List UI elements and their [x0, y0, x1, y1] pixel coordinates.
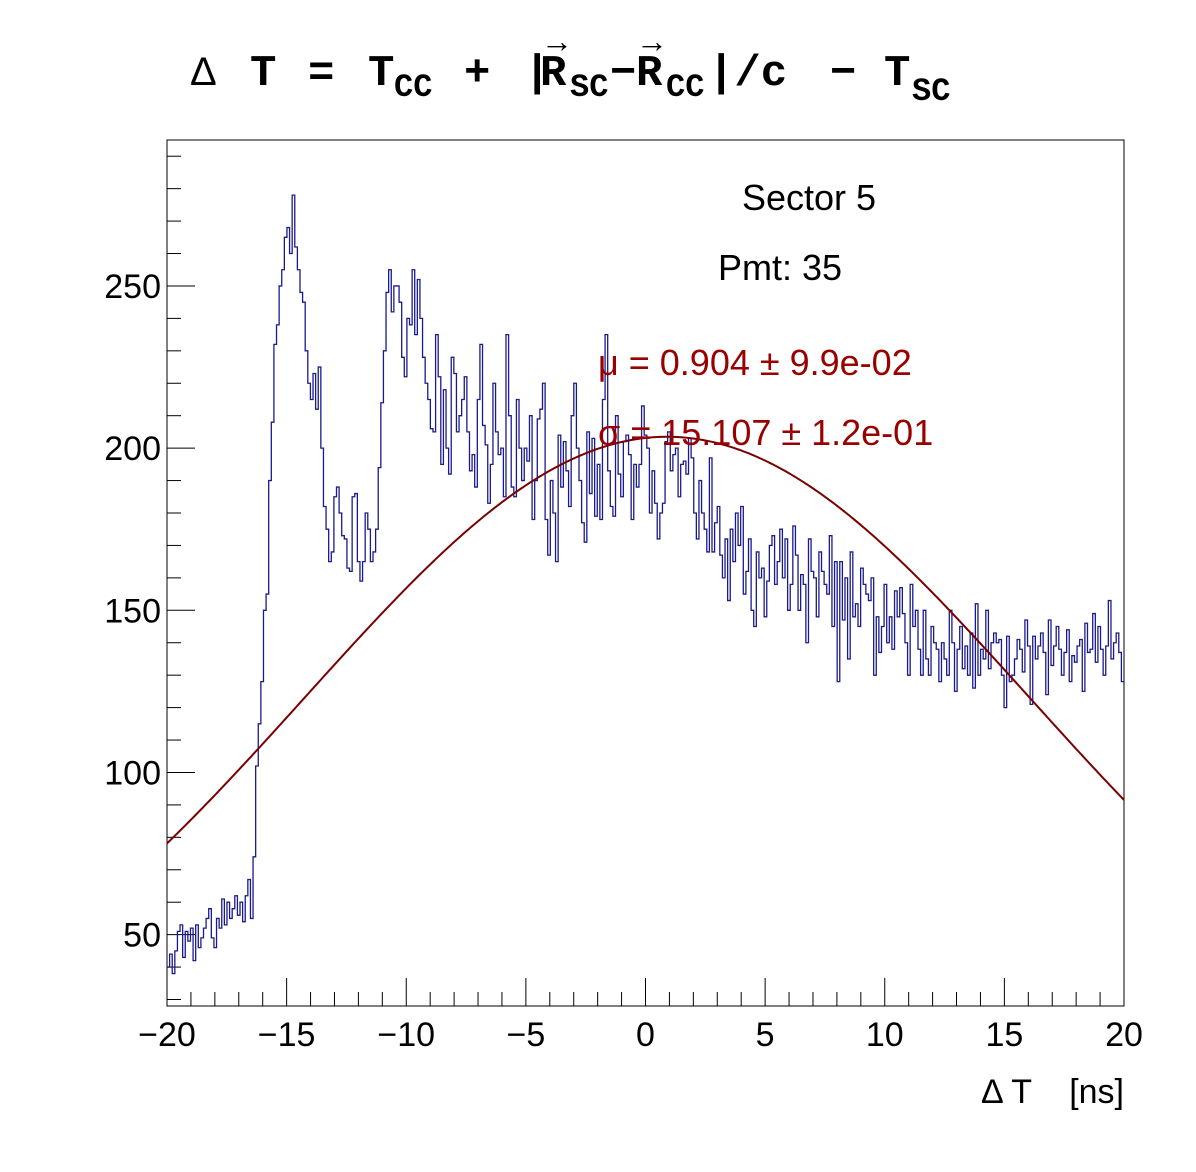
histogram-series	[167, 194, 1124, 975]
title-over-c: |/c	[708, 49, 787, 99]
x-tick-label: −15	[258, 1016, 316, 1054]
x-tick-label: −5	[506, 1016, 545, 1054]
x-tick-label: 5	[756, 1016, 775, 1054]
title-minus-1: −	[610, 49, 636, 99]
fit-sigma-label: σ = 15.107 ± 1.2e-01	[598, 412, 933, 453]
y-tick-label: 100	[104, 754, 161, 792]
title-tsc-sub: SC	[912, 73, 950, 110]
plot-frame	[166, 139, 1125, 1007]
x-tick-label: 0	[636, 1016, 655, 1054]
title-t: T	[250, 49, 276, 99]
title-arrow-1: →	[541, 23, 573, 59]
title-r-cc-sub: CC	[666, 69, 704, 106]
title-arrow-2: →	[636, 23, 668, 59]
title-tsc: T	[884, 49, 910, 99]
y-tick-label: 250	[104, 268, 161, 306]
title-bar: |	[524, 49, 550, 99]
title-delta: Δ	[190, 50, 217, 94]
title-equals: =	[308, 49, 334, 99]
title-plus: +	[464, 49, 490, 99]
y-tick-label: 150	[104, 592, 161, 630]
title-r-sc-sub: SC	[570, 69, 608, 106]
title-tcc-sub: CC	[394, 69, 432, 106]
gaussian-fit-curve	[166, 435, 1125, 845]
y-tick-label: 200	[104, 430, 161, 468]
title-r-sc: R	[540, 49, 567, 99]
x-tick-label: 20	[1105, 1016, 1143, 1054]
title-minus-2: −	[830, 49, 856, 99]
annotation-sector: Sector 5	[742, 177, 876, 218]
x-axis-label: Δ T [ns]	[981, 1073, 1124, 1111]
x-tick-label: −10	[377, 1016, 435, 1054]
title-r-cc: R	[636, 49, 663, 99]
x-axis: −20 −15 −10 −5 0 5 10 15 20	[138, 978, 1143, 1054]
fit-mu-label: μ = 0.904 ± 9.9e-02	[598, 342, 912, 383]
annotation-pmt: Pmt: 35	[718, 247, 842, 288]
y-axis: 50 100 150 200 250	[104, 155, 195, 1001]
title-tcc: T	[368, 49, 394, 99]
x-tick-label: −20	[138, 1016, 196, 1054]
y-tick-label: 50	[123, 917, 161, 955]
chart-title: Δ T = T CC + | → R SC − → R CC |/c − T S…	[190, 23, 950, 110]
x-tick-label: 15	[985, 1016, 1023, 1054]
x-tick-label: 10	[866, 1016, 904, 1054]
